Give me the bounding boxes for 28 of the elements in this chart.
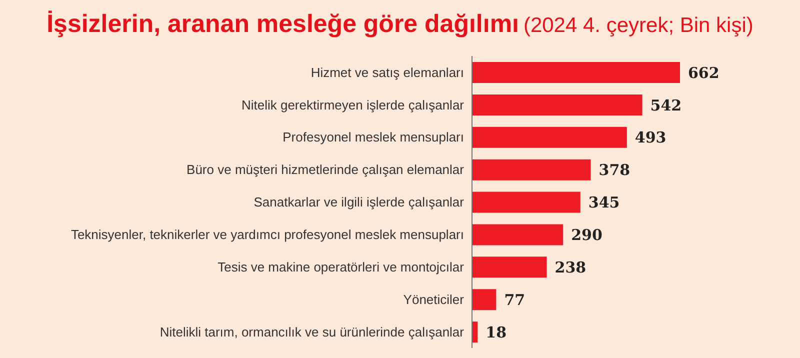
y-tick-label: Profesyonel meslek mensupları xyxy=(282,130,464,145)
data-label: 542 xyxy=(650,96,682,114)
chart-title: İşsizlerin, aranan mesleğe göre dağılımı xyxy=(46,10,519,38)
y-tick-label: Nitelik gerektirmeyen işlerde çalışanlar xyxy=(241,97,465,112)
bar xyxy=(472,126,627,148)
y-tick-label: Büro ve müşteri hizmetlerinde çalışan elemanlar xyxy=(186,162,465,178)
data-label: 18 xyxy=(486,323,507,342)
bar xyxy=(472,62,680,83)
bar xyxy=(472,224,564,246)
y-tick-label: Sanatkarlar ve ilgili işlerde çalışanlar xyxy=(254,194,465,210)
y-tick-label: Hizmet ve satış elemanları xyxy=(310,64,464,80)
data-label: 493 xyxy=(634,128,666,147)
data-label: 238 xyxy=(554,258,586,276)
y-tick-label: Nitelikli tarım, ormancılık ve su ürünlerinde çalışanlar xyxy=(160,324,465,340)
bar xyxy=(472,289,496,310)
data-label: 290 xyxy=(571,226,602,244)
bar xyxy=(472,94,642,116)
data-label: 345 xyxy=(588,194,620,212)
bar xyxy=(472,192,580,213)
bar xyxy=(472,159,591,180)
data-label: 77 xyxy=(504,290,526,309)
y-tick-label: Yöneticiler xyxy=(403,292,465,307)
bar xyxy=(472,256,547,278)
y-tick-label: Tesis ve makine operatörleri ve montojcılar xyxy=(218,260,465,275)
y-tick-label: Teknisyenler, teknikerler ve yardımcı profesyonel meslek mensupları xyxy=(70,227,464,242)
data-label: 662 xyxy=(688,64,720,82)
chart-subtitle: (2024 4. çeyrek; Bin kişi) xyxy=(523,14,754,37)
data-label: 378 xyxy=(598,161,630,180)
